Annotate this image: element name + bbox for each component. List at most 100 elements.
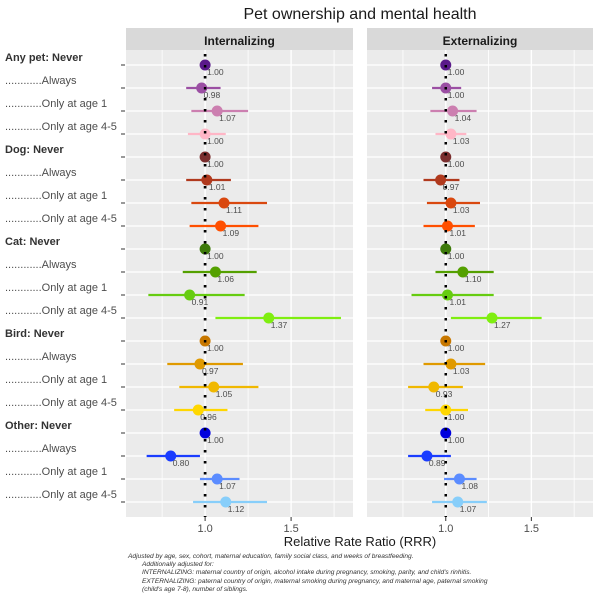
y-axis-label: Any pet: Never	[5, 52, 83, 64]
value-label: 1.12	[228, 504, 245, 514]
value-label: 1.37	[271, 320, 288, 330]
point-estimate	[199, 243, 211, 255]
point-estimate	[452, 496, 464, 508]
y-axis-label: ............Only at age 1	[5, 98, 107, 110]
value-label: 1.01	[209, 182, 226, 192]
value-label: 0.98	[204, 90, 221, 100]
x-tick-label: 1.5	[283, 523, 298, 535]
y-axis-label: ............Always	[5, 443, 77, 455]
point-estimate	[445, 358, 457, 370]
value-label: 1.00	[207, 136, 224, 146]
y-axis-label: Other: Never	[5, 420, 72, 432]
panel-internalizing: Internalizing 1.0 1.5 1.00 0.98 1.07 1.00 1.00 1…	[126, 28, 353, 535]
point-estimate	[445, 128, 457, 140]
y-axis-label: Bird: Never	[5, 328, 65, 340]
value-label: 1.00	[207, 67, 224, 77]
point-estimate	[421, 450, 433, 462]
y-axis-label: ............Always	[5, 259, 77, 271]
value-label: 1.03	[453, 136, 470, 146]
y-axis-label: ............Only at age 4-5	[5, 489, 117, 501]
point-estimate	[211, 105, 223, 117]
y-axis-label: ............Only at age 4-5	[5, 397, 117, 409]
point-estimate	[199, 128, 211, 140]
point-estimate	[199, 151, 211, 163]
value-label: 1.08	[461, 481, 478, 491]
point-estimate	[440, 151, 452, 163]
value-label: 1.00	[207, 435, 224, 445]
value-label: 1.00	[448, 412, 465, 422]
footnote-line-1: Adjusted by age, sex, cohort, maternal e…	[128, 553, 414, 560]
value-label: 1.00	[448, 251, 465, 261]
point-estimate	[215, 220, 227, 232]
value-label: 1.10	[465, 274, 482, 284]
footnote-line-5: (child's age 7-8), number of siblings.	[142, 585, 248, 593]
x-tick-label: 1.0	[438, 523, 453, 535]
point-estimate	[435, 174, 447, 186]
point-estimate	[220, 496, 232, 508]
point-estimate	[440, 243, 452, 255]
point-estimate	[165, 450, 177, 462]
point-estimate	[486, 312, 498, 324]
y-axis-label: Dog: Never	[5, 144, 64, 156]
point-estimate	[440, 404, 452, 416]
value-label: 1.06	[217, 274, 234, 284]
y-axis-label: ............Only at age 4-5	[5, 121, 117, 133]
point-estimate	[441, 220, 453, 232]
y-axis-label: ............Always	[5, 167, 77, 179]
value-label: 0.97	[202, 366, 219, 376]
value-label: 1.01	[449, 228, 466, 238]
y-axis-label: ............Only at age 4-5	[5, 213, 117, 225]
value-label: 1.04	[455, 113, 472, 123]
point-estimate	[457, 266, 469, 278]
point-estimate	[440, 427, 452, 439]
value-label: 1.00	[448, 343, 465, 353]
panel-background	[367, 50, 593, 517]
y-axis-label: ............Only at age 1	[5, 374, 107, 386]
point-estimate	[428, 381, 440, 393]
point-estimate	[263, 312, 275, 324]
value-label: 1.00	[448, 159, 465, 169]
value-label: 1.09	[223, 228, 240, 238]
point-estimate	[196, 82, 208, 94]
value-label: 1.07	[219, 113, 236, 123]
panel-strip	[367, 28, 593, 50]
panel-externalizing: Externalizing 1.0 1.5 1.00 1.00 1.04 1.03 1.00 0…	[367, 28, 593, 535]
point-estimate	[211, 473, 223, 485]
point-estimate	[184, 289, 196, 301]
chart-title: Pet ownership and mental health	[243, 6, 476, 23]
value-label: 1.00	[207, 251, 224, 261]
y-axis-label: ............Always	[5, 75, 77, 87]
value-label: 1.00	[448, 435, 465, 445]
value-label: 1.00	[207, 159, 224, 169]
value-label: 1.00	[448, 90, 465, 100]
point-estimate	[447, 105, 459, 117]
point-estimate	[208, 381, 220, 393]
x-axis-label: Relative Rate Ratio (RRR)	[284, 534, 436, 549]
value-label: 1.05	[216, 389, 233, 399]
value-label: 1.27	[494, 320, 511, 330]
footnote-line-4: EXTERNALIZING: paternal country of origi…	[142, 577, 488, 585]
x-tick-label: 1.0	[197, 523, 212, 535]
point-estimate	[453, 473, 465, 485]
value-label: 0.80	[173, 458, 190, 468]
y-axis-label: ............Only at age 1	[5, 466, 107, 478]
value-label: 0.96	[200, 412, 217, 422]
panel-strip-label: Internalizing	[204, 34, 275, 48]
point-estimate	[445, 197, 457, 209]
value-label: 1.07	[219, 481, 236, 491]
value-label: 1.00	[448, 67, 465, 77]
y-axis-label: Cat: Never	[5, 236, 61, 248]
value-label: 0.97	[443, 182, 460, 192]
panel-background	[126, 50, 353, 517]
point-estimate	[194, 358, 206, 370]
value-label: 0.91	[192, 297, 209, 307]
y-axis-label: ............Only at age 4-5	[5, 305, 117, 317]
y-axis-label: ............Only at age 1	[5, 190, 107, 202]
value-label: 0.93	[436, 389, 453, 399]
footnote-line-2: Additionally adjusted for:	[142, 561, 214, 569]
value-label: 1.00	[207, 343, 224, 353]
value-label: 1.07	[460, 504, 477, 514]
point-estimate	[192, 404, 204, 416]
point-estimate	[218, 197, 230, 209]
